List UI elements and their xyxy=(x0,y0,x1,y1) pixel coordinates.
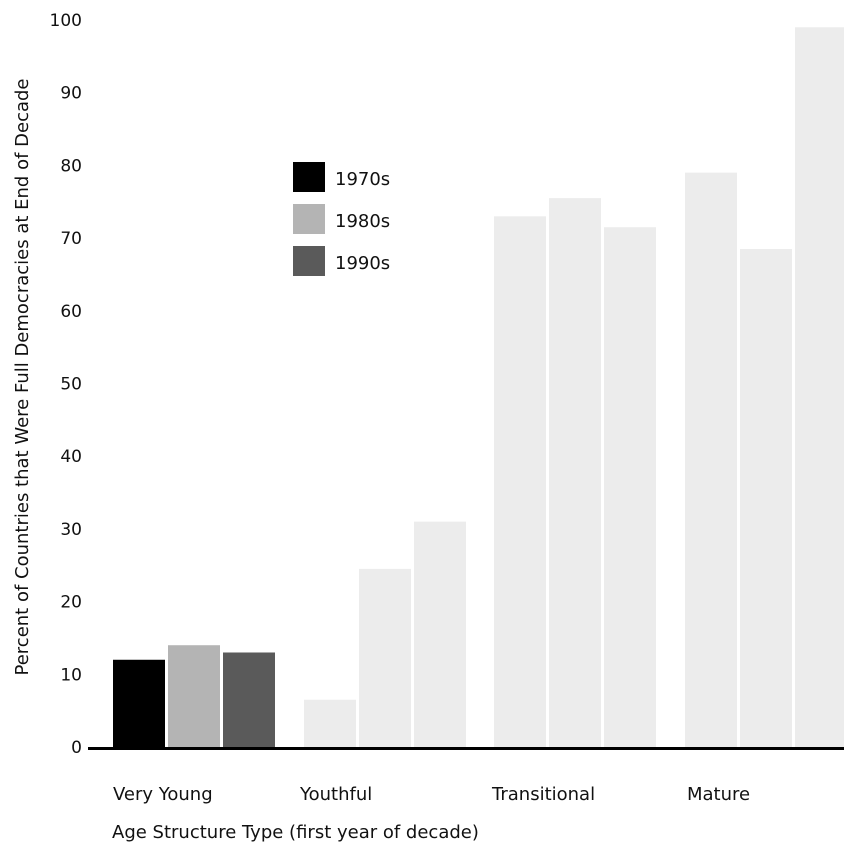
y-tick-label: 80 xyxy=(60,156,82,176)
y-tick-label: 30 xyxy=(60,520,82,540)
y-tick-label: 10 xyxy=(60,665,82,685)
x-axis-categories: Very Young Youthful Transitional Mature xyxy=(113,784,750,805)
y-tick-label: 0 xyxy=(71,738,82,758)
y-tick-label: 40 xyxy=(60,447,82,467)
legend: 1970s 1980s 1990s xyxy=(293,162,390,276)
x-category-label: Mature xyxy=(687,784,750,805)
bar-youthful-1980s xyxy=(359,568,411,747)
y-tick-label: 90 xyxy=(60,84,82,104)
x-axis-title: Age Structure Type (first year of decade… xyxy=(112,822,479,843)
y-tick-label: 60 xyxy=(60,302,82,322)
y-axis-ticks: 0 10 20 30 40 50 60 70 80 90 100 xyxy=(50,11,82,758)
legend-swatch-1980s xyxy=(293,204,325,234)
legend-label-1970s: 1970s xyxy=(335,169,390,190)
bars xyxy=(113,27,844,748)
y-axis-title: Percent of Countries that Were Full Demo… xyxy=(12,79,33,676)
bar-mature-1970s xyxy=(685,172,737,748)
y-tick-label: 70 xyxy=(60,229,82,249)
x-category-label: Very Young xyxy=(113,784,213,805)
bar-youthful-1990s xyxy=(414,521,466,747)
bar-transitional-1990s xyxy=(604,227,656,747)
x-category-label: Transitional xyxy=(491,784,595,805)
y-tick-label: 100 xyxy=(50,11,82,31)
legend-swatch-1970s xyxy=(293,162,325,192)
x-category-label: Youthful xyxy=(299,784,372,805)
bar-very-young-1990s xyxy=(223,652,275,747)
bar-very-young-1980s xyxy=(168,645,220,747)
bar-mature-1980s xyxy=(740,249,792,747)
bar-youthful-1970s xyxy=(304,699,356,747)
bar-mature-1990s xyxy=(795,27,844,747)
legend-swatch-1990s xyxy=(293,246,325,276)
legend-label-1980s: 1980s xyxy=(335,211,390,232)
y-tick-label: 20 xyxy=(60,593,82,613)
y-tick-label: 50 xyxy=(60,375,82,395)
bar-transitional-1980s xyxy=(549,198,601,748)
bar-transitional-1970s xyxy=(494,216,546,748)
legend-label-1990s: 1990s xyxy=(335,253,390,274)
bar-very-young-1970s xyxy=(113,659,165,747)
